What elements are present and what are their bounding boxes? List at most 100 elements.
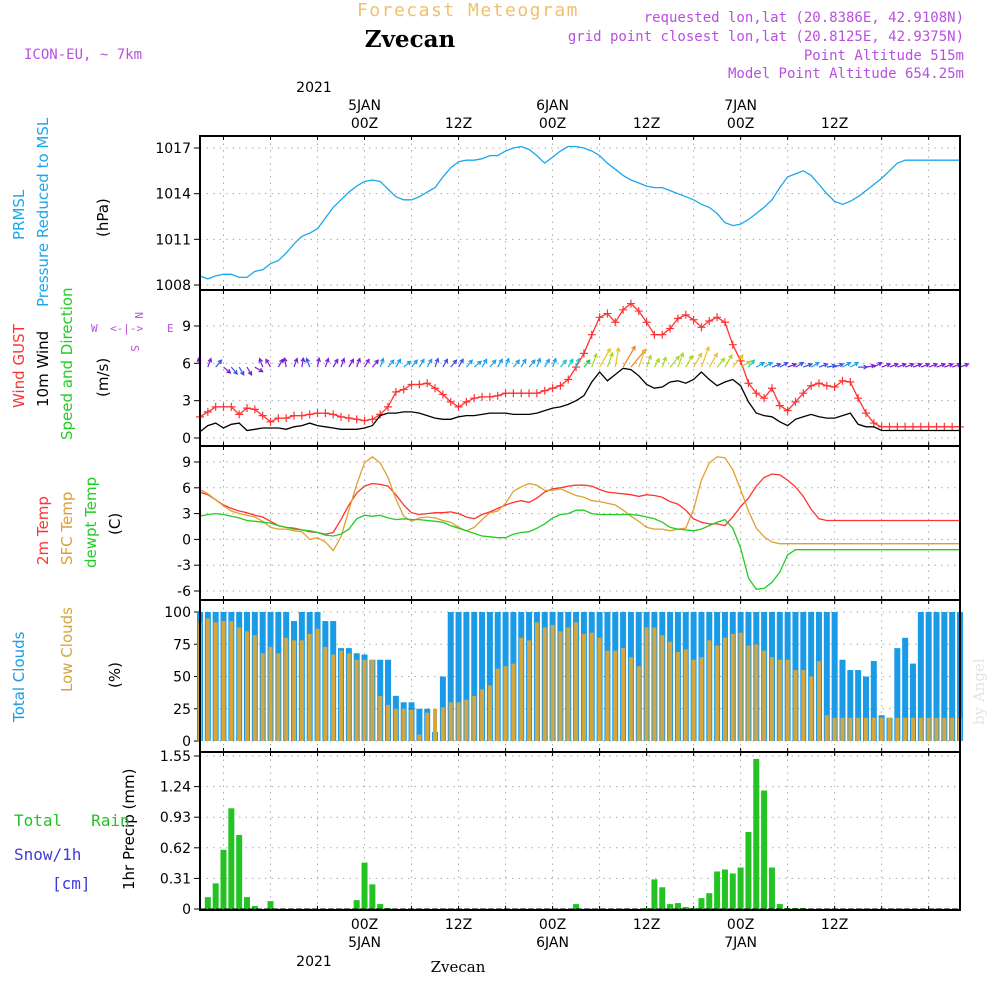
total-cloud-bar: [839, 659, 846, 741]
low-cloud-bar: [809, 676, 814, 741]
temperature-series-dewpt-temp: [199, 509, 960, 590]
wind-direction-arrow: [912, 362, 923, 368]
gust-point: [650, 330, 659, 339]
gust-point: [391, 387, 400, 396]
low-cloud-bar: [589, 632, 594, 741]
wind-direction-arrow: [732, 354, 744, 368]
low-cloud-bar: [856, 717, 861, 741]
gust-point: [344, 414, 353, 423]
total-cloud-bar: [941, 612, 948, 741]
low-cloud-bar: [621, 648, 626, 741]
wind-direction-arrow: [936, 362, 947, 368]
dewpt-label: dewpt Temp: [82, 477, 100, 568]
wind-direction-arrow: [944, 362, 954, 368]
total-cloud-bar: [909, 663, 916, 741]
low-cloud-bar: [456, 702, 461, 741]
gust-point: [720, 318, 729, 327]
bottom-date-label: 6JAN: [536, 935, 569, 951]
clouds-ytick-label: 100: [164, 605, 191, 621]
wind-direction-arrow: [842, 361, 852, 368]
gust-point: [399, 385, 408, 394]
compass-e: E: [167, 322, 174, 335]
wind-direction-arrow: [387, 359, 395, 368]
gust-point: [595, 313, 604, 322]
wind-direction-arrow: [614, 346, 621, 368]
wind-direction-arrow: [356, 357, 361, 368]
bottom-date-label: 5JAN: [348, 935, 381, 951]
wind-direction-arrow: [763, 361, 773, 368]
low-cloud-bar: [417, 734, 422, 741]
low-cloud-bar: [636, 666, 641, 741]
gust-point: [493, 391, 502, 400]
gust-point: [869, 419, 878, 428]
bottom-date-label: 7JAN: [724, 935, 757, 951]
wind-direction-arrow: [340, 357, 346, 368]
requested-location: requested lon,lat (20.8386E, 42.9108N): [644, 10, 964, 26]
precipitation-ytick-label: 0.31: [160, 871, 191, 887]
low-cloud-bar: [824, 715, 829, 741]
gust-point: [329, 410, 338, 419]
temperature-frame: [199, 445, 961, 601]
wind-direction-arrow: [591, 352, 598, 368]
low-cloud-bar: [495, 668, 500, 741]
wind-direction-arrow: [622, 345, 636, 368]
temperature-ytick-label: 0: [182, 532, 191, 548]
temp-labels: 2m Temp SFC Temp dewpt Temp (C): [34, 477, 124, 568]
wind-direction-arrow: [379, 357, 385, 368]
rain-bar: [776, 904, 783, 909]
prmsl-label: PRMSL: [10, 189, 28, 240]
rain-bar: [768, 867, 775, 909]
rain-bar: [573, 904, 580, 909]
rain-bar: [267, 901, 274, 909]
temperature-ytick-label: 6: [182, 481, 191, 497]
total-clouds-label: Total Clouds: [10, 631, 28, 723]
gust-point: [297, 411, 306, 420]
wind-direction-arrow: [282, 356, 288, 368]
gust-point: [767, 384, 776, 393]
low-cloud-bar: [339, 650, 344, 741]
total-cloud-bar: [831, 612, 838, 741]
low-cloud-bar: [934, 717, 939, 741]
gust-point: [854, 394, 863, 403]
gust-point: [250, 405, 259, 414]
low-cloud-bar: [284, 637, 289, 741]
wind-direction-arrow: [677, 351, 685, 368]
total-cloud-bar: [902, 637, 909, 741]
wind-direction-arrow: [332, 358, 339, 368]
temperature-ytick-label: -3: [177, 558, 191, 574]
wind-direction-arrow: [520, 358, 527, 368]
precipitation-ytick-label: 0: [182, 902, 191, 918]
precip-labels: 1hr Precip (mm) Total Rain Snow/1h [cm]: [14, 769, 138, 893]
wind-direction-arrow: [230, 366, 238, 375]
pressure-ytick-label: 1008: [155, 278, 191, 294]
low-cloud-bar: [252, 635, 257, 741]
wind-direction-arrow: [669, 355, 680, 368]
gust-point: [673, 314, 682, 323]
low-cloud-bar: [777, 659, 782, 741]
wind-direction-arrow: [803, 362, 813, 368]
wind-gust-label: Wind GUST: [10, 323, 28, 408]
wind-direction-arrow: [215, 359, 223, 368]
rain-bar: [721, 869, 728, 909]
low-cloud-bar: [895, 717, 900, 741]
low-cloud-bar: [229, 621, 234, 741]
total-cloud-bar: [823, 612, 830, 741]
gust-point: [446, 397, 455, 406]
top-year-label: 2021: [296, 80, 332, 96]
wind-direction-arrow: [756, 361, 766, 368]
wind-ytick-label: 9: [182, 319, 191, 335]
gust-point: [211, 402, 220, 411]
rain-bar: [353, 900, 360, 909]
gust-point: [822, 381, 831, 390]
pressure-msl-label: Pressure Reduced to MSL: [34, 117, 52, 307]
total-cloud-bar: [870, 661, 877, 741]
wind-direction-arrow: [881, 362, 892, 368]
temperature-ytick-label: 9: [182, 455, 191, 471]
low-cloud-bar: [299, 640, 304, 741]
wind-direction-arrow: [505, 357, 510, 368]
total-cloud-bar: [486, 612, 493, 741]
wind-direction-arrow: [850, 361, 860, 368]
wind-direction-arrow: [473, 360, 483, 368]
wind-direction-arrow: [465, 359, 474, 368]
wind-direction-arrow: [653, 357, 660, 368]
